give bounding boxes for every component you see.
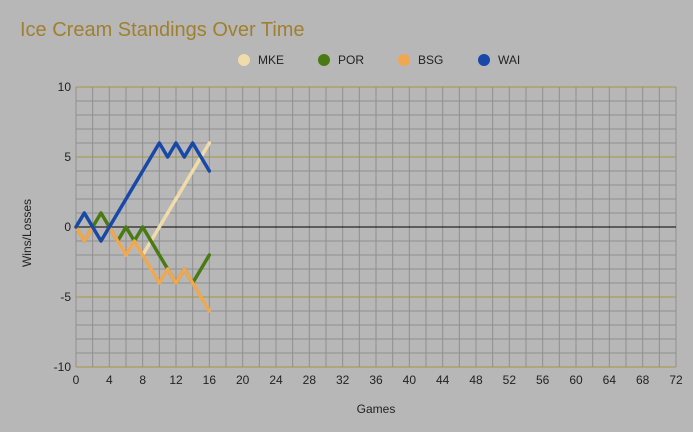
x-axis-title: Games <box>357 402 396 416</box>
legend-label-mke: MKE <box>258 53 284 67</box>
x-tick-label: 28 <box>303 373 317 387</box>
x-tick-label: 64 <box>603 373 617 387</box>
y-tick-label: 0 <box>64 220 71 234</box>
legend-swatch-por <box>318 54 330 66</box>
legend-label-bsg: BSG <box>418 53 443 67</box>
legend-swatch-wai <box>478 54 490 66</box>
x-tick-label: 52 <box>503 373 517 387</box>
x-tick-label: 60 <box>569 373 583 387</box>
x-tick-label: 32 <box>336 373 350 387</box>
x-tick-label: 56 <box>536 373 550 387</box>
x-tick-label: 0 <box>73 373 80 387</box>
y-tick-label: 5 <box>64 150 71 164</box>
x-tick-label: 68 <box>636 373 650 387</box>
x-tick-label: 12 <box>169 373 183 387</box>
x-tick-label: 24 <box>269 373 283 387</box>
legend-label-por: POR <box>338 53 364 67</box>
x-tick-label: 4 <box>106 373 113 387</box>
x-tick-label: 20 <box>236 373 250 387</box>
series-lines <box>74 141 212 313</box>
y-axis-title: Wins/Losses <box>20 199 34 267</box>
x-tick-label: 48 <box>469 373 483 387</box>
y-tick-label: -10 <box>54 360 72 374</box>
y-tick-label: -5 <box>60 290 71 304</box>
x-tick-label: 8 <box>139 373 146 387</box>
major-grid <box>76 86 676 368</box>
x-tick-label: 36 <box>369 373 383 387</box>
x-tick-label: 40 <box>403 373 417 387</box>
legend: MKE POR BSG WAI <box>238 53 520 67</box>
y-axis-ticks: 10 5 0 -5 -10 <box>54 80 72 374</box>
x-tick-label: 44 <box>436 373 450 387</box>
x-axis-ticks: 0 4 8 12 16 20 24 28 32 36 40 44 48 52 56 60 64 68 72 <box>73 373 683 387</box>
x-tick-label: 16 <box>203 373 217 387</box>
legend-swatch-bsg <box>398 54 410 66</box>
legend-label-wai: WAI <box>498 53 520 67</box>
y-tick-label: 10 <box>58 80 72 94</box>
legend-swatch-mke <box>238 54 250 66</box>
x-tick-label: 72 <box>669 373 683 387</box>
chart-title: Ice Cream Standings Over Time <box>20 19 305 41</box>
series-line-wai <box>74 141 212 243</box>
